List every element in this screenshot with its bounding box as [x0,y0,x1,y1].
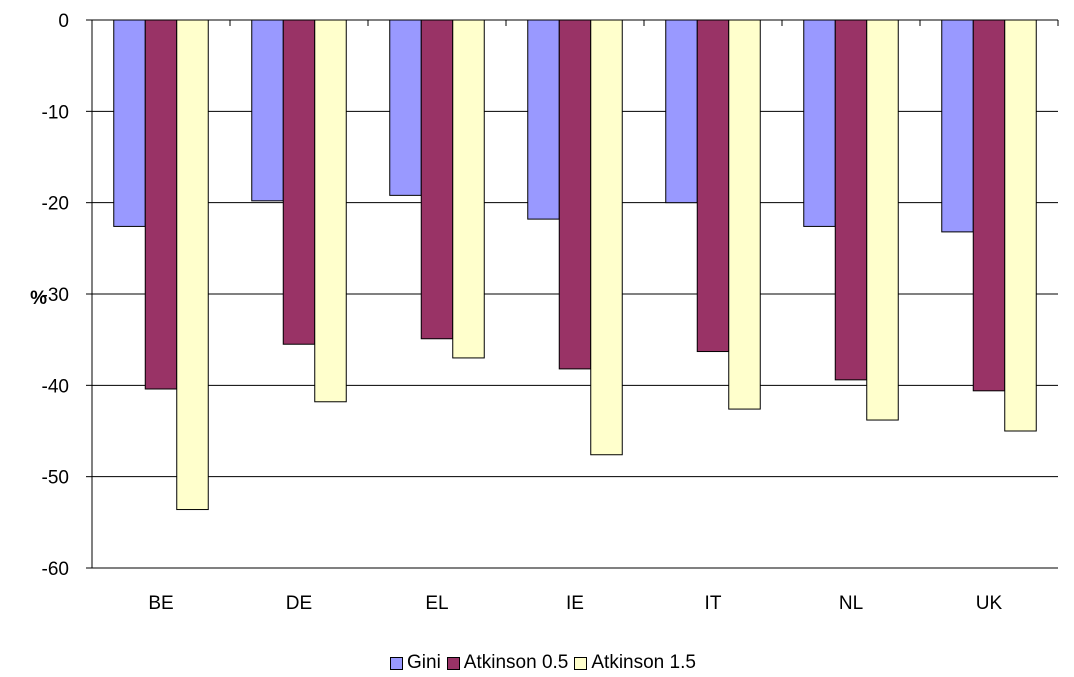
y-tick-label: -10 [42,102,69,123]
legend-item-gini: Gini [390,652,441,674]
x-tick-label: BE [148,593,173,614]
bar-atkinson-1-5-el [452,19,485,359]
y-axis-label: % [30,288,47,309]
bar-atkinson-0-5-uk [972,19,1006,392]
legend-item-atkinson-1-5: Atkinson 1.5 [574,652,696,674]
bar-atkinson-1-5-uk [1004,19,1037,432]
legend-label: Atkinson 0.5 [463,652,569,673]
y-tick-label: 0 [58,11,69,32]
x-tick-label: EL [425,593,448,614]
bar-atkinson-0-5-el [420,19,454,340]
bar-atkinson-1-5-be [176,19,209,511]
bar-atkinson-1-5-it [728,19,761,410]
bar-atkinson-1-5-de [314,19,347,403]
legend-row: Gini Atkinson 0.5 Atkinson 1.5 [390,652,702,674]
bar-atkinson-1-5-nl [866,19,899,421]
legend-item-atkinson-0-5: Atkinson 0.5 [446,652,569,674]
x-tick-label: UK [976,593,1003,614]
x-tick-labels: BE DE EL IE IT NL UK [148,593,1002,614]
bar-atkinson-0-5-de [282,19,316,345]
bar-atkinson-0-5-it [696,19,730,353]
legend-swatch [574,656,588,670]
x-tick-label: IE [566,593,584,614]
legend-label: Atkinson 1.5 [591,652,696,673]
legend-label: Gini [407,652,441,673]
bar-atkinson-0-5-ie [558,19,592,370]
bar-gini-it [665,19,698,204]
y-tick-labels: 0 -10 -20 -30 -40 -50 -60 [42,11,69,580]
y-tick-label: -20 [42,194,69,215]
bar-chart: 0 -10 -20 -30 -40 -50 -60 BE DE EL IE IT NL UK % [30,11,1059,614]
bar-gini-el [389,19,422,196]
x-tick-label: IT [705,593,722,614]
y-tick-label: -30 [42,285,69,306]
y-tick-label: -60 [42,559,69,580]
x-tick-label: DE [286,593,312,614]
bar-atkinson-1-5-ie [590,19,623,456]
legend-swatch [390,656,403,670]
axes [86,19,1059,569]
bar-gini-nl [803,19,836,227]
bar-atkinson-0-5-nl [834,19,868,381]
bar-atkinson-0-5-be [144,19,178,390]
bar-gini-ie [527,19,560,220]
x-tick-label: NL [839,593,863,614]
y-tick-label: -40 [42,376,69,397]
legend-swatch [446,656,460,670]
y-tick-label: -50 [42,468,69,489]
bar-gini-de [251,19,284,202]
bar-gini-uk [941,19,974,233]
bar-gini-be [113,19,146,227]
bars [113,19,1037,511]
